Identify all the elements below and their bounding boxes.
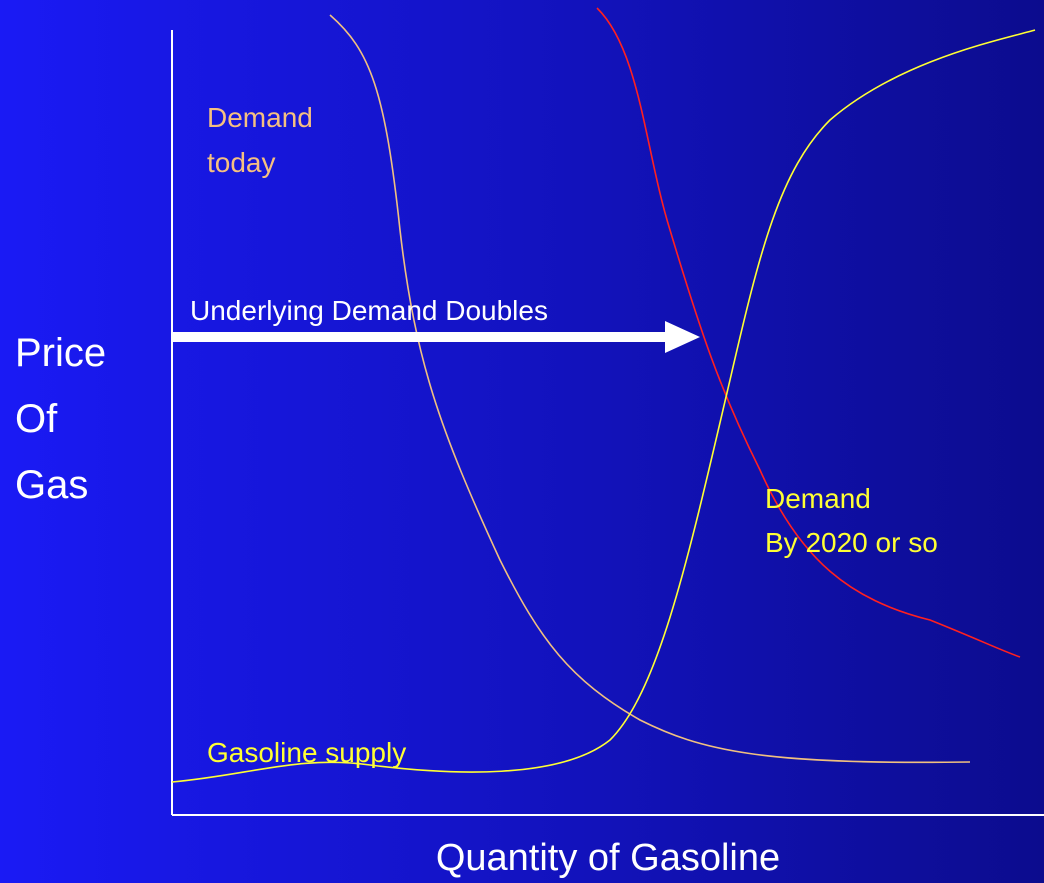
y-axis-label: Gas xyxy=(15,463,88,507)
label: Demand xyxy=(207,102,313,133)
y-axis-label: Price xyxy=(15,331,106,375)
y-axis-label: Of xyxy=(15,397,58,441)
demand-2020-curve xyxy=(596,7,1021,658)
supply-curve xyxy=(171,29,1036,783)
x-axis-label: Quantity of Gasoline xyxy=(436,837,780,879)
label: Underlying Demand Doubles xyxy=(190,295,548,326)
label: By 2020 or so xyxy=(765,527,938,558)
demand-today-curve xyxy=(329,14,971,764)
label: Gasoline supply xyxy=(207,737,406,768)
shift-arrow-head xyxy=(665,321,700,353)
label: Demand xyxy=(765,483,871,514)
label: today xyxy=(207,147,276,178)
